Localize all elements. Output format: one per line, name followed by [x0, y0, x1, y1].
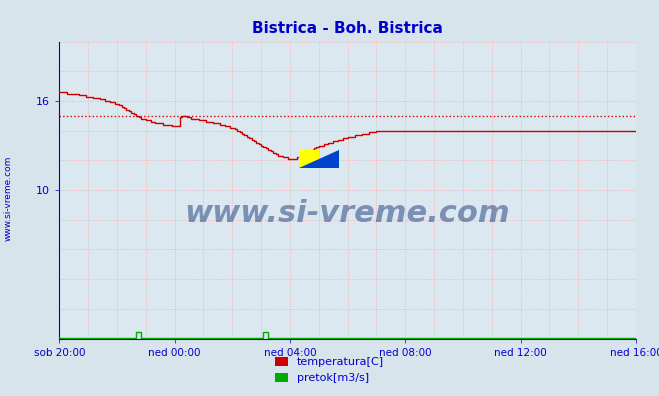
- Bar: [299, 150, 319, 168]
- Polygon shape: [299, 150, 339, 168]
- Polygon shape: [319, 150, 339, 168]
- Text: www.si-vreme.com: www.si-vreme.com: [3, 155, 13, 241]
- Legend: temperatura[C], pretok[m3/s]: temperatura[C], pretok[m3/s]: [272, 353, 387, 386]
- Text: www.si-vreme.com: www.si-vreme.com: [185, 199, 511, 228]
- Title: Bistrica - Boh. Bistrica: Bistrica - Boh. Bistrica: [252, 21, 443, 36]
